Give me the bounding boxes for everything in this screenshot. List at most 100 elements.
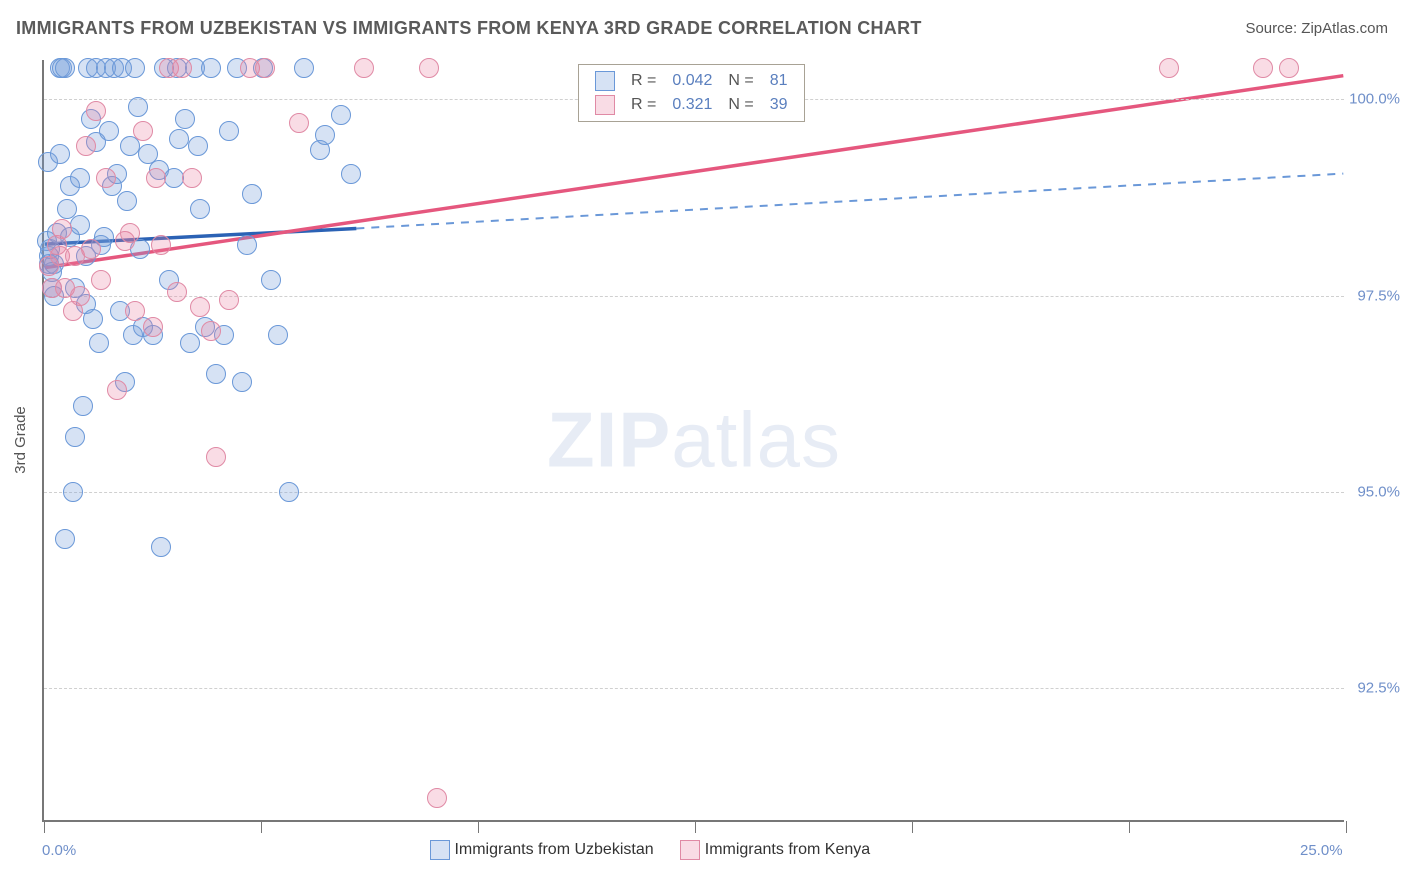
swatch-kenya — [595, 95, 615, 115]
r-value-kenya: 0.321 — [664, 93, 720, 117]
point-uzbekistan — [128, 97, 148, 117]
x-tick — [1129, 821, 1130, 833]
point-kenya — [146, 168, 166, 188]
point-kenya — [255, 58, 275, 78]
point-kenya — [182, 168, 202, 188]
point-uzbekistan — [188, 136, 208, 156]
r-label: R = — [623, 93, 664, 117]
point-uzbekistan — [169, 129, 189, 149]
point-kenya — [81, 239, 101, 259]
point-uzbekistan — [117, 191, 137, 211]
point-kenya — [419, 58, 439, 78]
gridline — [44, 296, 1344, 297]
point-kenya — [167, 282, 187, 302]
point-uzbekistan — [73, 396, 93, 416]
legend-row-kenya: R = 0.321 N = 39 — [587, 93, 796, 117]
gridline — [44, 688, 1344, 689]
point-uzbekistan — [206, 364, 226, 384]
n-label: N = — [720, 93, 761, 117]
point-kenya — [289, 113, 309, 133]
x-tick — [44, 821, 45, 833]
legend-label-kenya: Immigrants from Kenya — [705, 841, 870, 858]
point-uzbekistan — [99, 121, 119, 141]
y-tick-label: 97.5% — [1357, 287, 1400, 304]
y-tick-label: 95.0% — [1357, 484, 1400, 501]
swatch-uzbekistan — [595, 71, 615, 91]
legend-row-uzbekistan: R = 0.042 N = 81 — [587, 69, 796, 93]
point-uzbekistan — [294, 58, 314, 78]
point-uzbekistan — [65, 427, 85, 447]
swatch-uzbekistan — [430, 840, 450, 860]
point-uzbekistan — [190, 199, 210, 219]
point-kenya — [354, 58, 374, 78]
point-kenya — [91, 270, 111, 290]
point-kenya — [70, 286, 90, 306]
point-uzbekistan — [55, 529, 75, 549]
point-kenya — [151, 235, 171, 255]
point-kenya — [219, 290, 239, 310]
y-tick-label: 100.0% — [1349, 91, 1400, 108]
n-label: N = — [720, 69, 761, 93]
gridline — [44, 492, 1344, 493]
point-uzbekistan — [164, 168, 184, 188]
point-uzbekistan — [279, 482, 299, 502]
point-uzbekistan — [268, 325, 288, 345]
point-uzbekistan — [55, 58, 75, 78]
n-value-uzbekistan: 81 — [762, 69, 796, 93]
plot-area: ZIPatlas 92.5%95.0%97.5%100.0% — [42, 60, 1344, 822]
point-uzbekistan — [261, 270, 281, 290]
n-value-kenya: 39 — [762, 93, 796, 117]
point-uzbekistan — [315, 125, 335, 145]
x-tick-label: 0.0% — [42, 842, 76, 859]
x-tick — [478, 821, 479, 833]
point-uzbekistan — [237, 235, 257, 255]
point-uzbekistan — [201, 58, 221, 78]
point-kenya — [107, 380, 127, 400]
legend-bottom: Immigrants from Uzbekistan Immigrants fr… — [430, 840, 870, 860]
point-kenya — [1159, 58, 1179, 78]
x-tick — [695, 821, 696, 833]
point-kenya — [172, 58, 192, 78]
point-uzbekistan — [70, 168, 90, 188]
point-kenya — [190, 297, 210, 317]
y-axis-title: 3rd Grade — [12, 406, 29, 474]
point-uzbekistan — [180, 333, 200, 353]
point-uzbekistan — [125, 58, 145, 78]
point-uzbekistan — [341, 164, 361, 184]
point-kenya — [201, 321, 221, 341]
point-kenya — [120, 223, 140, 243]
trend-lines — [44, 60, 1344, 820]
point-kenya — [86, 101, 106, 121]
point-kenya — [52, 219, 72, 239]
r-value-uzbekistan: 0.042 — [664, 69, 720, 93]
watermark: ZIPatlas — [547, 395, 841, 486]
point-kenya — [206, 447, 226, 467]
point-uzbekistan — [242, 184, 262, 204]
point-kenya — [1253, 58, 1273, 78]
point-uzbekistan — [331, 105, 351, 125]
chart-title: IMMIGRANTS FROM UZBEKISTAN VS IMMIGRANTS… — [16, 18, 922, 39]
point-uzbekistan — [83, 309, 103, 329]
legend-label-uzbekistan: Immigrants from Uzbekistan — [454, 841, 653, 858]
point-kenya — [1279, 58, 1299, 78]
point-uzbekistan — [70, 215, 90, 235]
swatch-kenya — [680, 840, 700, 860]
x-tick — [261, 821, 262, 833]
y-tick-label: 92.5% — [1357, 680, 1400, 697]
point-uzbekistan — [89, 333, 109, 353]
point-uzbekistan — [232, 372, 252, 392]
point-uzbekistan — [50, 144, 70, 164]
point-uzbekistan — [63, 482, 83, 502]
legend-stats: R = 0.042 N = 81 R = 0.321 N = 39 — [578, 64, 805, 122]
point-kenya — [427, 788, 447, 808]
point-kenya — [76, 136, 96, 156]
point-uzbekistan — [175, 109, 195, 129]
point-uzbekistan — [151, 537, 171, 557]
point-kenya — [133, 121, 153, 141]
x-tick-label: 25.0% — [1300, 842, 1343, 859]
x-tick — [1346, 821, 1347, 833]
r-label: R = — [623, 69, 664, 93]
source-label: Source: ZipAtlas.com — [1245, 20, 1388, 37]
x-tick — [912, 821, 913, 833]
point-uzbekistan — [219, 121, 239, 141]
